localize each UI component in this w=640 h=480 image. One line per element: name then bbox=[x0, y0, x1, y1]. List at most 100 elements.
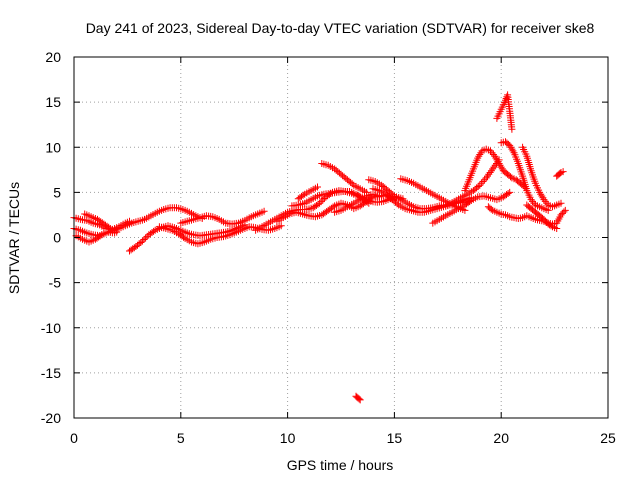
data-point bbox=[487, 147, 494, 155]
data-point bbox=[558, 209, 566, 217]
data-point bbox=[363, 198, 371, 206]
data-point bbox=[529, 197, 536, 205]
chart-title: Day 241 of 2023, Sidereal Day-to-day VTE… bbox=[86, 20, 595, 36]
data-point bbox=[355, 395, 363, 403]
grid-lines bbox=[74, 57, 608, 418]
data-point bbox=[507, 143, 515, 151]
data-point bbox=[316, 199, 324, 207]
data-point bbox=[466, 198, 474, 206]
data-point bbox=[481, 176, 489, 184]
data-point bbox=[540, 196, 548, 204]
data-point bbox=[277, 222, 285, 230]
data-point bbox=[150, 227, 158, 235]
data-point bbox=[484, 172, 491, 180]
data-point bbox=[140, 236, 148, 243]
data-point bbox=[317, 198, 325, 206]
data-point bbox=[496, 161, 504, 169]
y-tick-label: 5 bbox=[53, 184, 61, 200]
data-point bbox=[557, 211, 565, 219]
data-point bbox=[474, 183, 482, 190]
data-points bbox=[70, 91, 569, 404]
data-point bbox=[482, 174, 490, 182]
series-arc-22 bbox=[497, 138, 552, 214]
data-point bbox=[477, 179, 485, 187]
data-point bbox=[561, 206, 569, 214]
data-point bbox=[375, 193, 383, 201]
x-tick-label: 10 bbox=[280, 430, 296, 446]
data-point bbox=[137, 239, 145, 246]
data-point bbox=[476, 151, 484, 158]
y-tick-label: 0 bbox=[53, 230, 61, 246]
data-point bbox=[504, 190, 512, 197]
y-tick-label: 10 bbox=[45, 139, 61, 155]
data-point bbox=[319, 196, 327, 204]
data-point bbox=[475, 152, 483, 160]
data-point bbox=[541, 197, 549, 205]
x-axis-title: GPS time / hours bbox=[287, 457, 394, 473]
y-tick-label: -5 bbox=[49, 275, 62, 291]
series-arc-25 bbox=[553, 168, 567, 180]
data-point bbox=[539, 194, 547, 202]
data-point bbox=[487, 205, 495, 213]
x-tick-label: 5 bbox=[177, 430, 185, 446]
data-point bbox=[489, 151, 497, 158]
data-point bbox=[546, 221, 554, 229]
series-arc-23 bbox=[519, 143, 565, 211]
data-point bbox=[547, 222, 555, 230]
series-arc-07 bbox=[177, 207, 268, 228]
data-point bbox=[105, 223, 113, 231]
series-arc-17 bbox=[429, 188, 514, 227]
data-point bbox=[96, 232, 104, 240]
data-point bbox=[541, 217, 549, 225]
data-point bbox=[509, 147, 517, 155]
data-point bbox=[113, 228, 121, 236]
data-point bbox=[527, 196, 535, 204]
x-tick-label: 20 bbox=[493, 430, 509, 446]
data-point bbox=[494, 158, 502, 166]
data-point bbox=[506, 188, 514, 196]
x-tick-label: 25 bbox=[600, 430, 616, 446]
data-point bbox=[138, 237, 146, 245]
data-point bbox=[314, 183, 321, 191]
data-point bbox=[497, 163, 505, 171]
tick-labels: 0 5 10 15 20 25 20 15 10 5 0 -5 -10 -15 -20 bbox=[41, 49, 616, 446]
data-point bbox=[329, 203, 337, 211]
data-point bbox=[488, 149, 496, 157]
data-point bbox=[508, 125, 516, 133]
series-arc-12 bbox=[318, 160, 371, 196]
data-point bbox=[489, 165, 497, 173]
series-arc-02 bbox=[70, 204, 206, 240]
data-point bbox=[180, 233, 187, 241]
data-point bbox=[356, 396, 364, 404]
y-tick-label: -15 bbox=[41, 365, 61, 381]
data-point bbox=[553, 225, 561, 232]
data-point bbox=[508, 145, 516, 153]
data-point bbox=[557, 199, 565, 207]
data-point bbox=[485, 170, 493, 178]
data-point bbox=[365, 199, 373, 207]
data-point bbox=[260, 207, 268, 215]
data-point bbox=[556, 169, 564, 177]
series-arc-11 bbox=[294, 183, 321, 203]
x-tick-label: 0 bbox=[70, 430, 78, 446]
data-point bbox=[492, 154, 500, 162]
axis-ticks bbox=[73, 56, 609, 419]
data-point bbox=[142, 234, 150, 242]
y-tick-label: -20 bbox=[41, 410, 61, 426]
data-point bbox=[487, 167, 495, 175]
x-tick-label: 15 bbox=[387, 430, 403, 446]
data-point bbox=[486, 169, 494, 176]
data-point bbox=[495, 160, 503, 167]
y-tick-label: -10 bbox=[41, 320, 61, 336]
y-tick-label: 20 bbox=[45, 49, 61, 65]
data-point bbox=[479, 178, 487, 185]
data-point bbox=[474, 154, 482, 162]
data-point bbox=[393, 200, 401, 208]
data-point bbox=[560, 208, 568, 216]
data-point bbox=[559, 168, 567, 176]
series-outlier bbox=[352, 392, 364, 404]
data-point bbox=[348, 180, 356, 188]
data-point bbox=[491, 152, 499, 160]
